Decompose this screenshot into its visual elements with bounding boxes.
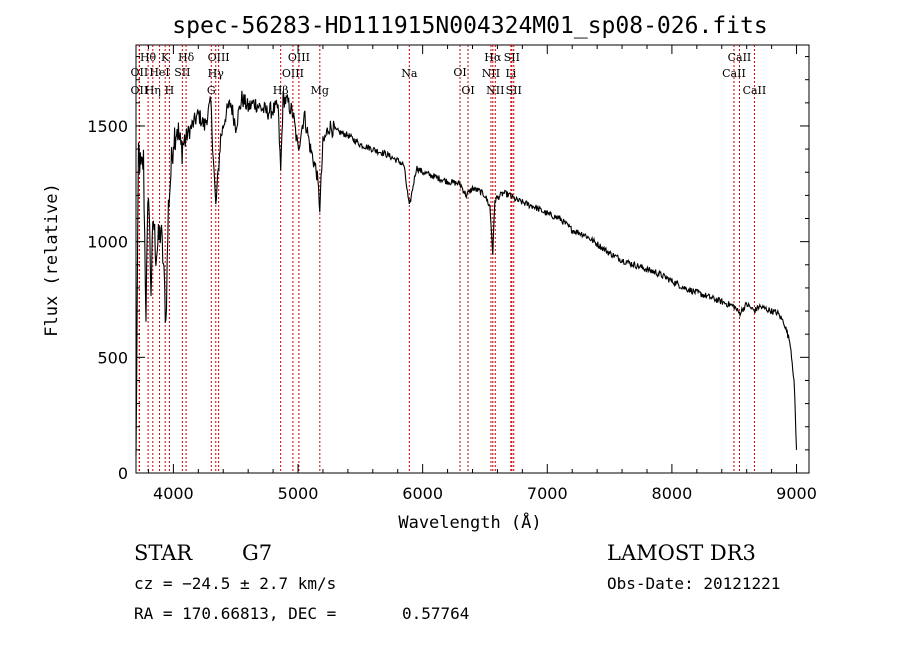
marker-label-27: CaII <box>743 84 767 97</box>
marker-label-1: OII <box>131 84 149 97</box>
survey-name: LAMOST DR3 <box>607 541 756 565</box>
marker-label-26: CaII <box>728 51 752 64</box>
marker-label-24: SII <box>506 84 522 97</box>
line-markers <box>138 45 755 473</box>
line-marker-labels: OII OII Hθ Hη HeI K H SII Hδ G Hγ OIII Hβ OIII OIII Mg N… <box>131 51 767 97</box>
chart-title: spec-56283-HD111915N004324M01_sp08-026.f… <box>172 13 767 39</box>
y-axis-ticks: 0 500 1000 1500 <box>87 56 809 483</box>
x-tick-label-2: 6000 <box>402 484 443 503</box>
marker-label-14: OIII <box>288 51 310 64</box>
marker-label-18: OI <box>461 84 474 97</box>
marker-label-8: Hδ <box>178 51 195 64</box>
observation-date: Obs-Date: 20121221 <box>607 574 780 593</box>
coordinates-ra-dec: RA = 170.66813, DEC = <box>134 604 336 623</box>
x-axis-label: Wavelength (Å) <box>398 511 541 533</box>
marker-label-7: SII <box>174 66 190 79</box>
marker-label-0: OII <box>131 66 149 79</box>
x-tick-label-4: 8000 <box>652 484 693 503</box>
marker-label-4: HeI <box>149 66 169 79</box>
y-axis-label: Flux (relative) <box>42 183 62 337</box>
marker-label-15: Mg <box>311 84 329 97</box>
marker-label-2: Hθ <box>140 51 157 64</box>
x-tick-label-0: 4000 <box>153 484 194 503</box>
spectrum-series-line <box>135 90 798 456</box>
object-type: STAR <box>134 541 193 565</box>
declination-value: 0.57764 <box>402 604 469 623</box>
plot-frame <box>135 44 810 474</box>
spectral-subclass: G7 <box>242 541 272 565</box>
y-tick-label-1: 500 <box>97 348 128 367</box>
marker-label-5: K <box>161 51 170 64</box>
marker-label-17: OI <box>453 66 466 79</box>
marker-label-16: Na <box>401 67 418 80</box>
marker-label-9: G <box>207 84 216 97</box>
marker-label-12: Hβ <box>273 84 289 97</box>
marker-label-3: Hη <box>145 84 161 97</box>
redshift-velocity: cz = −24.5 ± 2.7 km/s <box>134 574 336 593</box>
marker-label-10: Hγ <box>208 67 225 80</box>
y-tick-label-0: 0 <box>118 464 128 483</box>
spectrum-layer <box>135 90 798 456</box>
x-tick-label-3: 7000 <box>527 484 568 503</box>
marker-label-23: SII <box>504 51 520 64</box>
y-tick-label-2: 1000 <box>87 233 128 252</box>
marker-label-11: OIII <box>208 51 230 64</box>
marker-label-25: CaII <box>722 67 746 80</box>
x-tick-label-1: 5000 <box>278 484 319 503</box>
marker-label-13: OIII <box>282 67 304 80</box>
marker-label-21: NII <box>486 84 504 97</box>
x-axis-ticks: 4000 5000 6000 7000 8000 9000 <box>147 45 817 503</box>
marker-label-20: Hα <box>484 51 502 64</box>
y-tick-label-3: 1500 <box>87 117 128 136</box>
x-tick-label-5: 9000 <box>776 484 817 503</box>
marker-label-6: H <box>165 84 175 97</box>
marker-label-19: NII <box>482 67 500 80</box>
marker-label-22: Li <box>505 67 516 80</box>
